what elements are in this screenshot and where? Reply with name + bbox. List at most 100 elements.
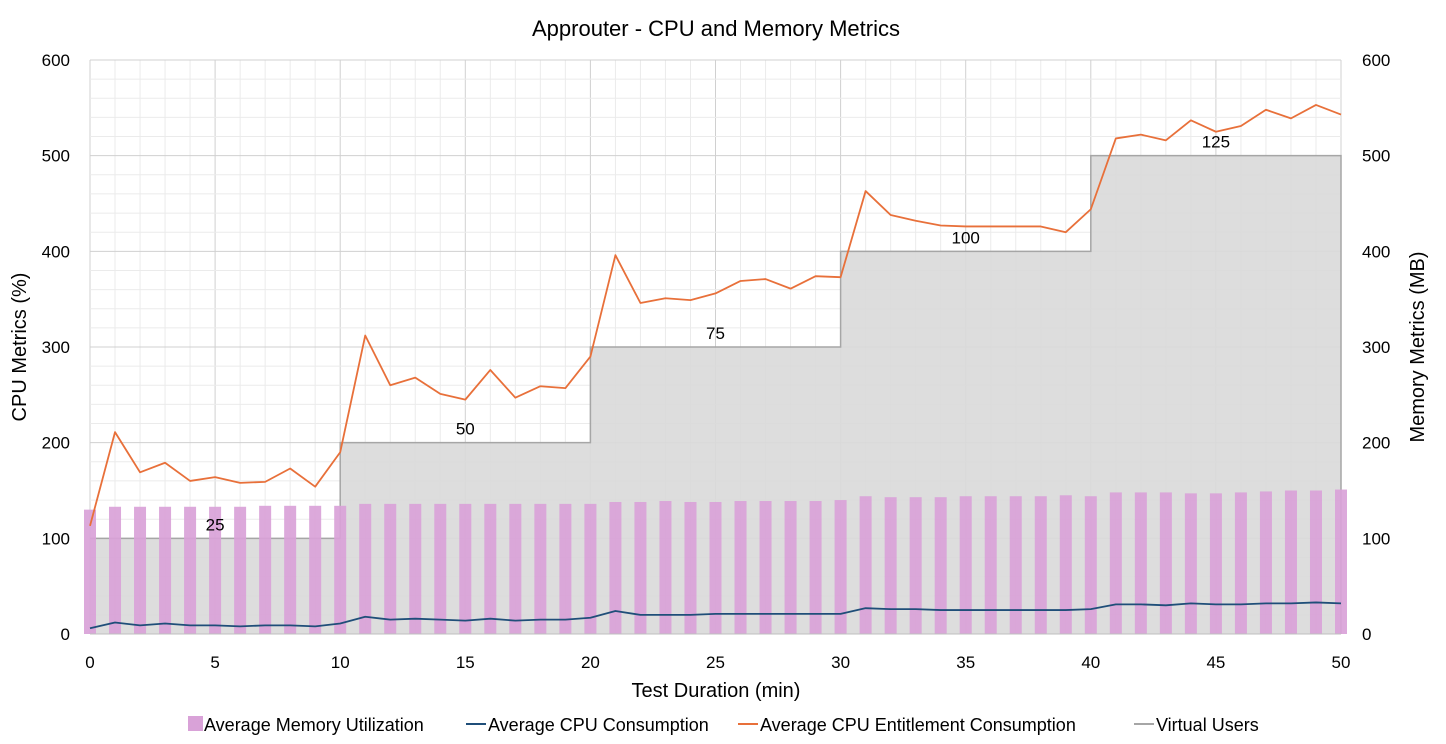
y-axis-title: CPU Metrics (%) [9, 273, 31, 422]
legend-item-virtual-users: Virtual Users [1134, 715, 1259, 735]
memory-bar [584, 503, 597, 634]
y2-tick-label: 600 [1362, 51, 1390, 70]
y-tick-label: 0 [61, 625, 70, 644]
memory-bar [859, 496, 872, 634]
memory-bar [684, 501, 697, 634]
cpu-consumption-line [89, 601, 1342, 630]
chart-title: Approuter - CPU and Memory Metrics [532, 16, 900, 41]
y-tick-label: 300 [42, 338, 70, 357]
memory-bar [209, 506, 222, 634]
memory-bar [1134, 492, 1147, 634]
memory-bar [184, 506, 197, 634]
x-tick-label: 50 [1332, 653, 1351, 672]
memory-bar [959, 496, 972, 634]
memory-bar [734, 501, 747, 634]
memory-bar [1159, 492, 1172, 634]
memory-bar [559, 503, 572, 634]
virtual-users-label: 75 [706, 324, 725, 343]
legend-item-cpu: Average CPU Consumption [466, 715, 709, 735]
memory-bar [459, 503, 472, 634]
memory-bar [1309, 490, 1322, 634]
memory-bar [1084, 496, 1097, 634]
memory-bar [384, 503, 397, 634]
memory-bar [484, 503, 497, 634]
x-tick-label: 30 [831, 653, 850, 672]
memory-bar [884, 497, 897, 634]
y-tick-label: 200 [42, 434, 70, 453]
cpu-line-layer [89, 104, 1342, 630]
memory-bar [159, 506, 172, 634]
legend-swatch-memory [188, 716, 203, 731]
memory-bar [534, 503, 547, 634]
memory-bar [909, 497, 922, 634]
memory-bar [134, 506, 147, 634]
memory-bar [809, 501, 822, 634]
memory-bar [634, 501, 647, 634]
memory-bar [1335, 489, 1347, 634]
y2-tick-label: 200 [1362, 434, 1390, 453]
memory-bar [284, 505, 297, 634]
legend-label-cpu-entitlement: Average CPU Entitlement Consumption [760, 715, 1076, 735]
memory-bar [984, 496, 997, 634]
cpu-entitlement-line [89, 104, 1342, 527]
memory-bar [509, 503, 522, 634]
y2-tick-label: 400 [1362, 242, 1390, 261]
legend: Average Memory Utilization Average CPU C… [188, 715, 1259, 735]
y2-axis-title: Memory Metrics (MB) [1407, 251, 1429, 442]
x-tick-label: 20 [581, 653, 600, 672]
memory-bar-layer [84, 489, 1347, 634]
virtual-users-label: 25 [206, 515, 225, 534]
x-tick-label: 25 [706, 653, 725, 672]
memory-bar [1259, 491, 1272, 634]
memory-bar [109, 506, 122, 634]
x-tick-label: 35 [956, 653, 975, 672]
y2-tick-label: 0 [1362, 625, 1371, 644]
y2-tick-label: 300 [1362, 338, 1390, 357]
memory-bar [1284, 490, 1297, 634]
x-tick-label: 10 [331, 653, 350, 672]
x-tick-label: 45 [1206, 653, 1225, 672]
virtual-users-label: 100 [952, 228, 980, 247]
memory-bar [359, 503, 372, 634]
memory-bar [609, 501, 622, 634]
legend-label-memory: Average Memory Utilization [204, 715, 424, 735]
memory-bar [84, 509, 96, 634]
virtual-users-label: 50 [456, 420, 475, 439]
memory-bar [659, 501, 672, 634]
memory-bar [1234, 492, 1247, 634]
memory-bar [334, 505, 347, 634]
y2-tick-label: 500 [1362, 147, 1390, 166]
y-tick-label: 100 [42, 529, 70, 548]
memory-bar [934, 497, 947, 634]
memory-bar [1184, 493, 1197, 634]
legend-label-virtual-users: Virtual Users [1156, 715, 1259, 735]
y2-tick-label: 100 [1362, 529, 1390, 548]
virtual-users-label: 125 [1202, 133, 1230, 152]
virtual-users-line [90, 154, 1342, 634]
memory-bar [259, 505, 272, 634]
legend-item-cpu-entitlement: Average CPU Entitlement Consumption [738, 715, 1076, 735]
x-tick-label: 5 [210, 653, 219, 672]
virtual-users-area [90, 155, 1341, 634]
axis-layer: 0 5 10 15 20 25 30 35 40 45 5001002003004005006000… [42, 51, 1391, 672]
y-tick-label: 600 [42, 51, 70, 70]
memory-bar [309, 505, 322, 634]
memory-bar [759, 501, 772, 634]
memory-bar [1209, 493, 1222, 634]
legend-item-memory: Average Memory Utilization [188, 715, 424, 735]
y-tick-label: 400 [42, 242, 70, 261]
memory-bar [834, 500, 847, 634]
virtual-users-area-layer [90, 154, 1342, 634]
memory-bar [1109, 492, 1122, 634]
memory-bar [1009, 496, 1022, 634]
x-tick-label: 40 [1081, 653, 1100, 672]
memory-bar [784, 501, 797, 634]
memory-bar [1059, 495, 1072, 634]
memory-bar [234, 506, 247, 634]
memory-bar [409, 503, 422, 634]
x-axis-title: Test Duration (min) [632, 680, 801, 702]
y-tick-label: 500 [42, 147, 70, 166]
x-tick-label: 0 [85, 653, 94, 672]
